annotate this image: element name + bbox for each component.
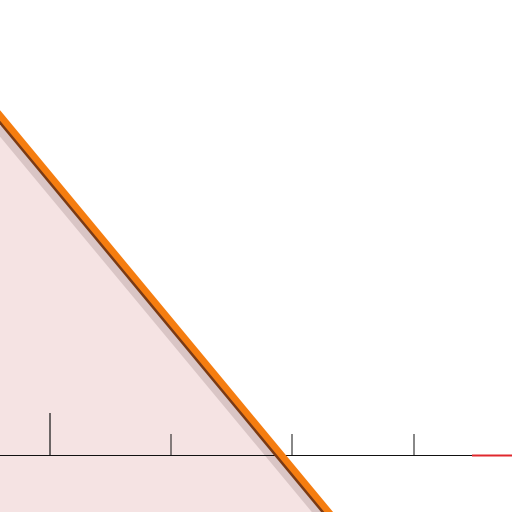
graph-line [0, 110, 334, 512]
line-shadow [0, 125, 323, 512]
graph-line-edge [0, 120, 325, 512]
